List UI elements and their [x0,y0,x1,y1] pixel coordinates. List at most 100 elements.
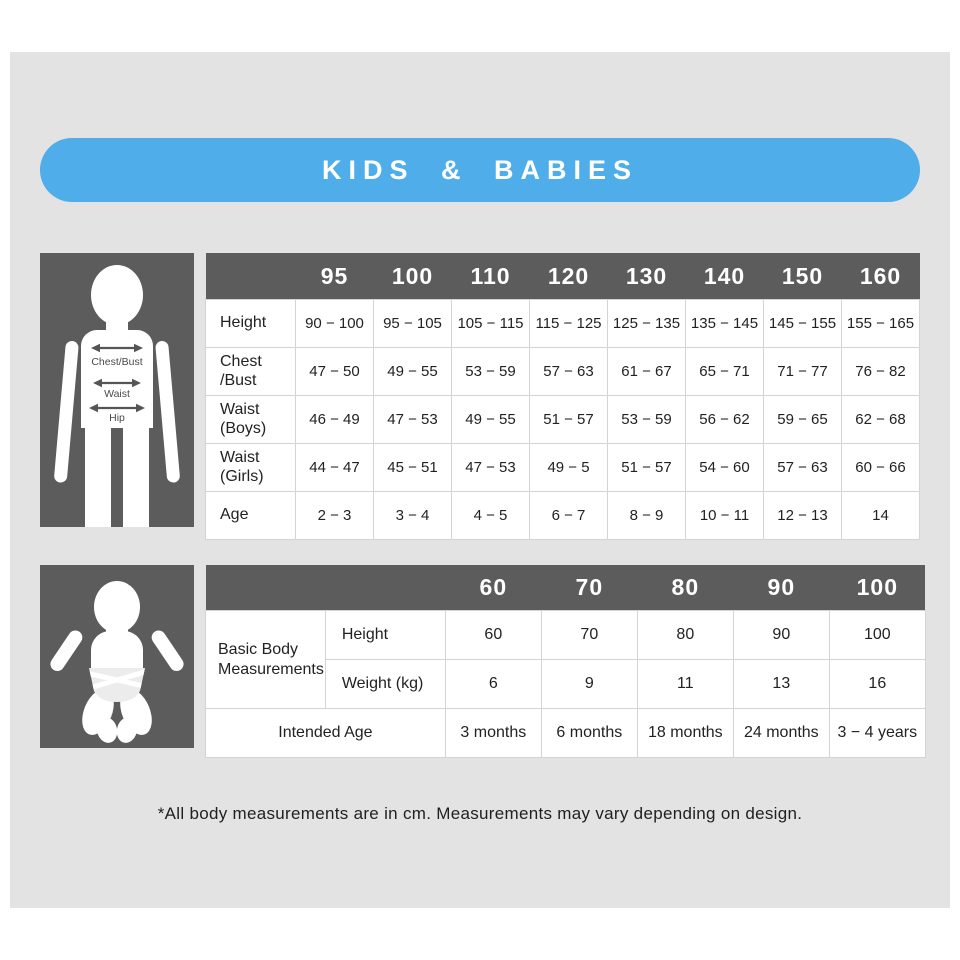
table-cell: 44 − 47 [295,443,374,492]
table-cell: 100 [828,610,926,660]
table-row-baby-height: Basic Body Measurements Height 60 70 80 … [205,610,926,709]
row-label: Weight (kg) [324,659,446,709]
kid-figure: Chest/Bust Waist Hip [54,265,180,527]
row-label: Height [324,610,446,660]
table-cell: 9 [540,659,638,709]
waist-label: Waist [104,388,130,400]
table-cell: 13 [732,659,830,709]
table-cell: 49 − 55 [451,395,530,444]
table-cell: 11 [636,659,734,709]
table-cell: 3 − 4 years [828,708,926,758]
table-cell: 51 − 57 [529,395,608,444]
table-cell: 53 − 59 [451,347,530,396]
table-row-baby-weight: Weight (kg) 6 9 11 13 16 [206,659,926,709]
size-column-header: 60 [445,565,542,611]
table-cell: 90 − 100 [295,299,374,348]
hip-label: Hip [109,412,125,424]
table-cell: 71 − 77 [763,347,842,396]
kid-silhouette [54,265,180,527]
table-cell: 76 − 82 [841,347,920,396]
chest-bust-label: Chest/Bust [91,356,142,368]
table-cell: 10 − 11 [685,491,764,540]
table-row-chest-bust: Chest /Bust 47 − 50 49 − 55 53 − 59 57 −… [205,347,920,396]
table-row-age: Age 2 − 3 3 − 4 4 − 5 6 − 7 8 − 9 10 − 1… [205,491,920,540]
table-cell: 47 − 53 [373,395,452,444]
measurement-arrows [96,346,139,410]
babies-size-table: 60 70 80 90 100 Basic Body Measurements … [205,565,926,758]
table-cell: 3 months [444,708,542,758]
table-cell: 60 − 66 [841,443,920,492]
table-cell: 12 − 13 [763,491,842,540]
table-cell: 2 − 3 [295,491,374,540]
table-cell: 62 − 68 [841,395,920,444]
arrowheads [89,343,145,413]
table-cell: 3 − 4 [373,491,452,540]
row-label: Waist (Girls) [205,443,296,492]
table-cell: 57 − 63 [763,443,842,492]
row-label: Age [205,491,296,540]
table-cell: 49 − 55 [373,347,452,396]
table-cell: 16 [828,659,926,709]
table-cell: 70 [540,610,638,660]
page-title: KIDS & BABIES [321,154,639,185]
table-cell: 8 − 9 [607,491,686,540]
size-column-header: 70 [541,565,638,611]
size-column-header: 160 [841,253,920,300]
header-corner-cell [205,253,296,300]
row-label: Intended Age [205,708,446,758]
row-label: Chest /Bust [205,347,296,396]
table-cell: 80 [636,610,734,660]
table-cell: 65 − 71 [685,347,764,396]
size-column-header: 120 [529,253,608,300]
baby-figure-panel [40,565,194,748]
table-cell: 145 − 155 [763,299,842,348]
table-cell: 47 − 50 [295,347,374,396]
table-row-waist-boys: Waist (Boys) 46 − 49 47 − 53 49 − 55 51 … [205,395,920,444]
size-column-header: 100 [373,253,452,300]
content-panel: KIDS & BABIES [10,52,950,908]
size-column-header: 130 [607,253,686,300]
table-cell: 59 − 65 [763,395,842,444]
kid-figure-panel: Chest/Bust Waist Hip [40,253,194,527]
table-cell: 51 − 57 [607,443,686,492]
table-cell: 45 − 51 [373,443,452,492]
table-row-height: Height 90 − 100 95 − 105 105 − 115 115 −… [205,299,920,348]
babies-size-header-row: 60 70 80 90 100 [205,565,926,611]
size-column-header: 80 [637,565,734,611]
size-column-header: 100 [829,565,926,611]
kids-size-table: 95 100 110 120 130 140 150 160 Height 90… [205,253,920,540]
table-cell: 95 − 105 [373,299,452,348]
row-label: Height [205,299,296,348]
table-cell: 47 − 53 [451,443,530,492]
table-row-waist-girls: Waist (Girls) 44 − 47 45 − 51 47 − 53 49… [205,443,920,492]
table-cell: 14 [841,491,920,540]
table-cell: 125 − 135 [607,299,686,348]
header-corner-cell [205,565,446,611]
table-cell: 24 months [732,708,830,758]
table-cell: 53 − 59 [607,395,686,444]
table-cell: 56 − 62 [685,395,764,444]
group-label: Basic Body Measurements [205,610,326,709]
size-column-header: 140 [685,253,764,300]
size-column-header: 90 [733,565,830,611]
table-cell: 60 [444,610,542,660]
table-cell: 6 [444,659,542,709]
table-cell: 90 [732,610,830,660]
table-cell: 18 months [636,708,734,758]
measurement-labels: Chest/Bust Waist Hip [91,356,142,424]
size-column-header: 150 [763,253,842,300]
table-cell: 57 − 63 [529,347,608,396]
table-cell: 54 − 60 [685,443,764,492]
table-cell: 46 − 49 [295,395,374,444]
table-cell: 115 − 125 [529,299,608,348]
table-row-intended-age: Intended Age 3 months 6 months 18 months… [205,708,926,758]
table-cell: 4 − 5 [451,491,530,540]
kids-size-header-row: 95 100 110 120 130 140 150 160 [205,253,920,300]
table-cell: 49 − 5 [529,443,608,492]
size-column-header: 110 [451,253,530,300]
table-cell: 6 − 7 [529,491,608,540]
row-label: Waist (Boys) [205,395,296,444]
table-cell: 135 − 145 [685,299,764,348]
diaper [89,668,145,702]
title-banner: KIDS & BABIES [40,138,920,202]
